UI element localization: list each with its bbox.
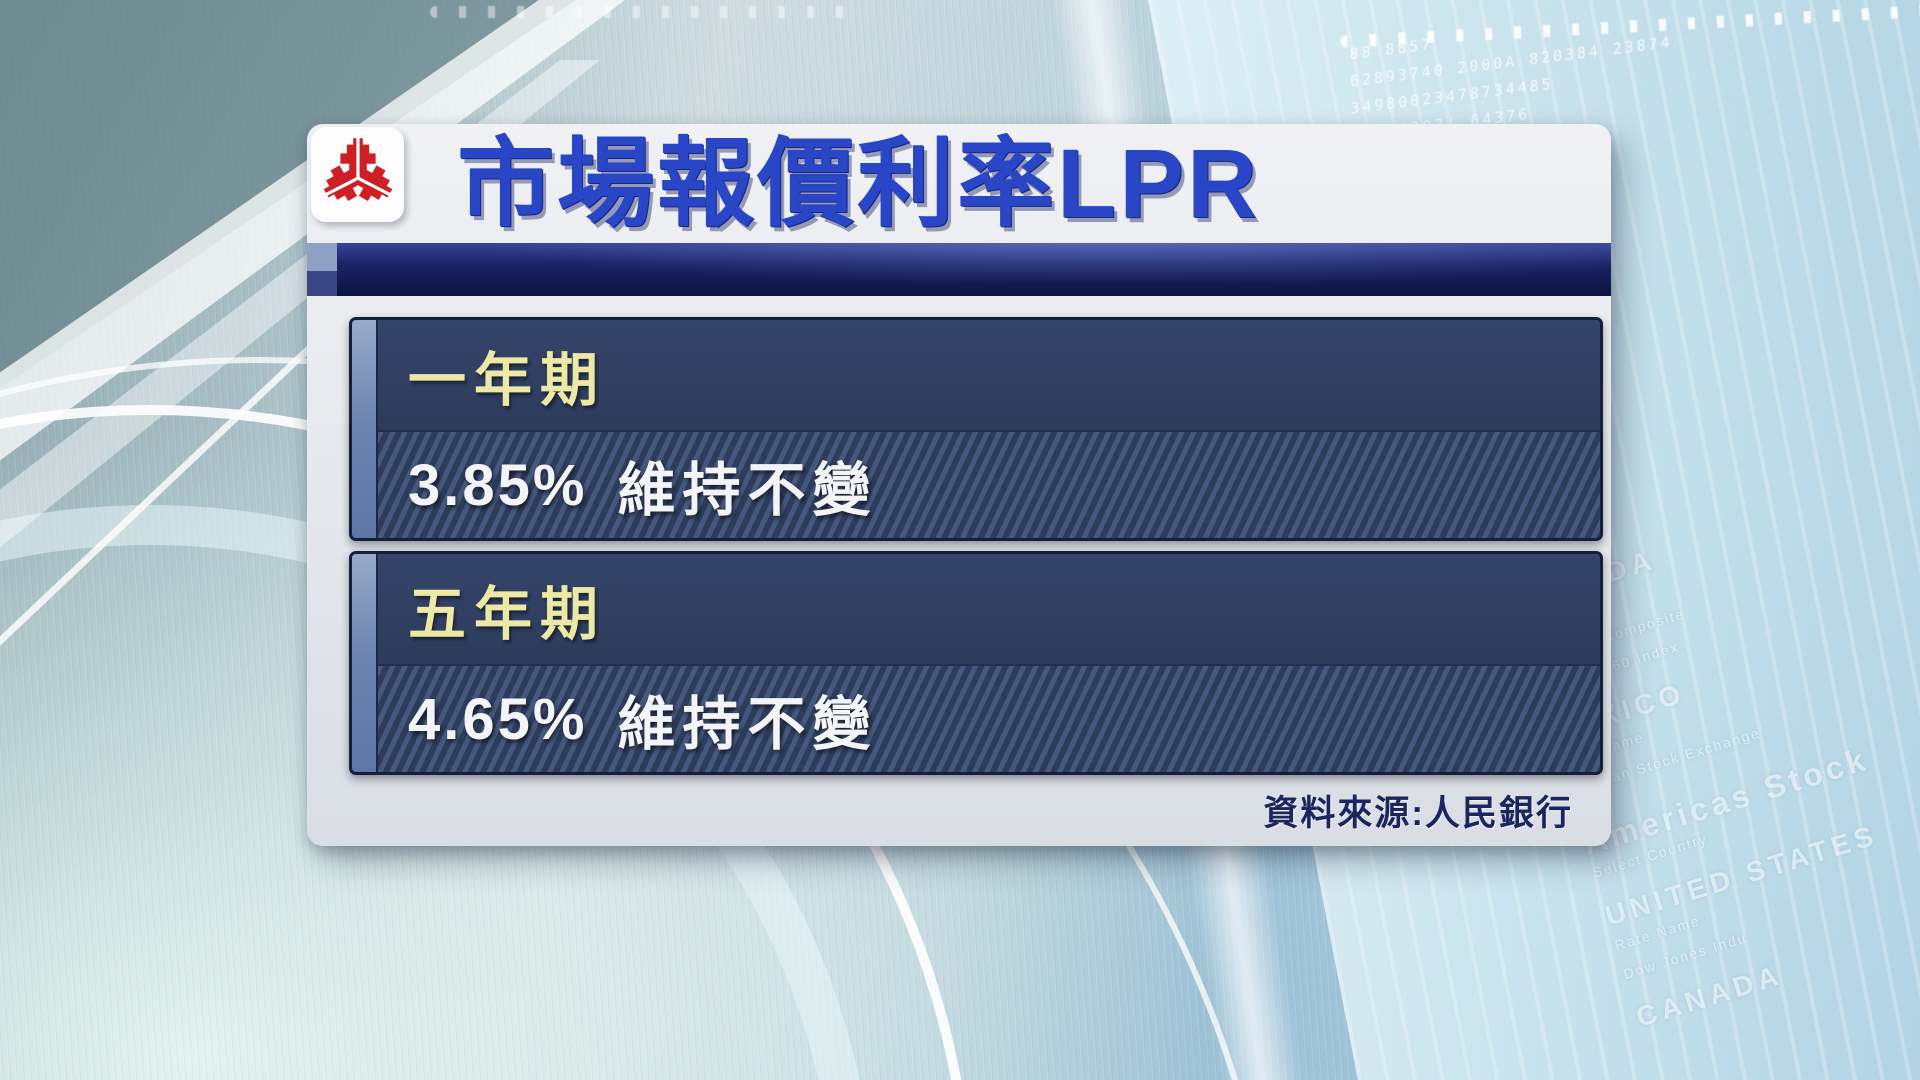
value-row: 4.65% 維持不變 [378,664,1600,772]
stripe-accent-square-light [307,243,337,271]
header-underline-stripe [307,243,1611,296]
card-body: 五年期 4.65% 維持不變 [378,554,1600,772]
rate-status-1yr: 維持不變 [617,458,878,523]
rate-cards: 一年期 3.85% 維持不變 五年期 4.65% 維持不變 [349,317,1603,775]
card-body: 一年期 3.85% 維持不變 [378,320,1600,538]
term-label-5yr: 五年期 [408,582,607,647]
card-accent-bar [352,554,378,772]
term-row: 一年期 [378,320,1600,430]
panel-header: 市場報價利率LPR [307,124,1611,243]
ticker-dots-row-left [430,6,850,18]
icable-logo [311,127,404,222]
term-label-1yr: 一年期 [408,348,607,413]
source-label: 資料來源:人民銀行 [1263,794,1573,833]
value-row: 3.85% 維持不變 [378,430,1600,538]
rate-value-5yr: 4.65% [408,686,588,752]
card-accent-bar [352,320,378,538]
page-title: 市場報價利率LPR [457,129,1260,238]
rate-card-1yr: 一年期 3.85% 維持不變 [349,317,1603,541]
rate-card-5yr: 五年期 4.65% 維持不變 [349,551,1603,775]
term-row: 五年期 [378,554,1600,664]
rate-status-5yr: 維持不變 [617,692,878,757]
lpr-info-panel: 市場報價利率LPR 一年期 3.85% 維持不變 五年期 [307,124,1611,846]
stripe-accent-square-dark [307,271,337,296]
icable-logo-icon [323,136,392,201]
rate-value-1yr: 3.85% [408,452,588,518]
panel-footer: 資料來源:人民銀行 [307,775,1611,846]
